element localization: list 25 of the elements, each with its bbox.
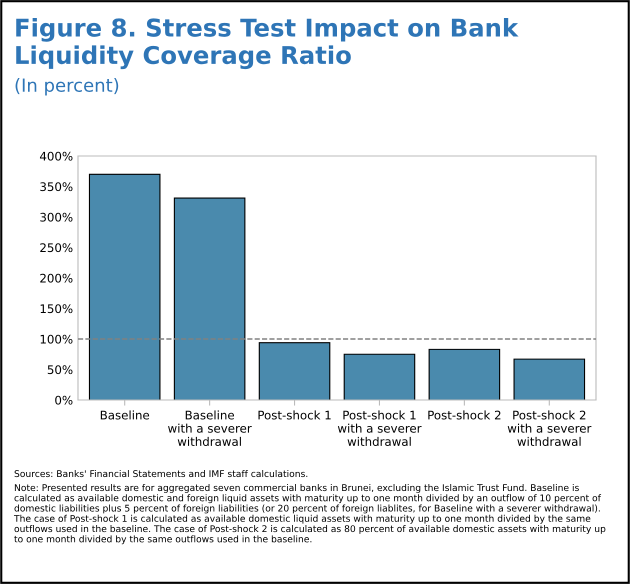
y-tick-label: 250% xyxy=(40,243,72,252)
bar xyxy=(514,358,586,400)
x-tick-label: Post-shock 2 xyxy=(428,410,500,420)
x-tick-label: Baseline with a severer withdrawal xyxy=(168,410,252,446)
x-tick-label: Post-shock 2 with a severer withdrawal xyxy=(508,410,592,446)
bar xyxy=(344,354,416,400)
x-tick-label: Post-shock 1 with a severer withdrawal xyxy=(338,410,422,446)
chart-title: Figure 8. Stress Test Impact on Bank Liquidity Coverage Ratio xyxy=(16,18,519,70)
x-tick-label: Baseline xyxy=(100,410,150,420)
x-tick-label: Post-shock 1 xyxy=(258,410,331,420)
source-note: Sources: Banks' Financial Statements and IMF staff calculations. xyxy=(14,470,308,478)
bar xyxy=(428,348,500,400)
y-tick-label: 300% xyxy=(40,212,72,222)
y-tick-label: 150% xyxy=(40,304,72,314)
bar xyxy=(88,174,160,400)
y-tick-label: 100% xyxy=(40,334,72,344)
y-tick-label: 200% xyxy=(40,274,72,283)
y-tick-label: 350% xyxy=(40,182,72,192)
text: Note: Presented results are for aggregated seven commercial banks in Brunei, excluding the Islamic Trust Fund. Baseline is calculated as available domestic and foreign liquid assets with maturity up to one month divided by an outflow of 10 percent of domestic liabilities plus 5 percent of foreign liabilities (or 20 percent of foreign liablites, for Baseline with a severer withdrawal). The case of Post-shock 1 is calculated as available domestic liquid assets with maturity up to one month divided by the same outflows used in the baseline. The case of Post-shock 2 is calculated as 80 percent of available domestic assets with maturity up to one month divided by the same outflows used in the baseline. xyxy=(14,484,606,544)
chart-subtitle: (In percent) xyxy=(16,78,118,96)
bar xyxy=(174,198,246,400)
y-tick-label: 0% xyxy=(55,396,72,405)
y-tick-label: 400% xyxy=(40,152,72,161)
bar xyxy=(258,342,330,400)
y-tick-label: 50% xyxy=(48,365,72,374)
